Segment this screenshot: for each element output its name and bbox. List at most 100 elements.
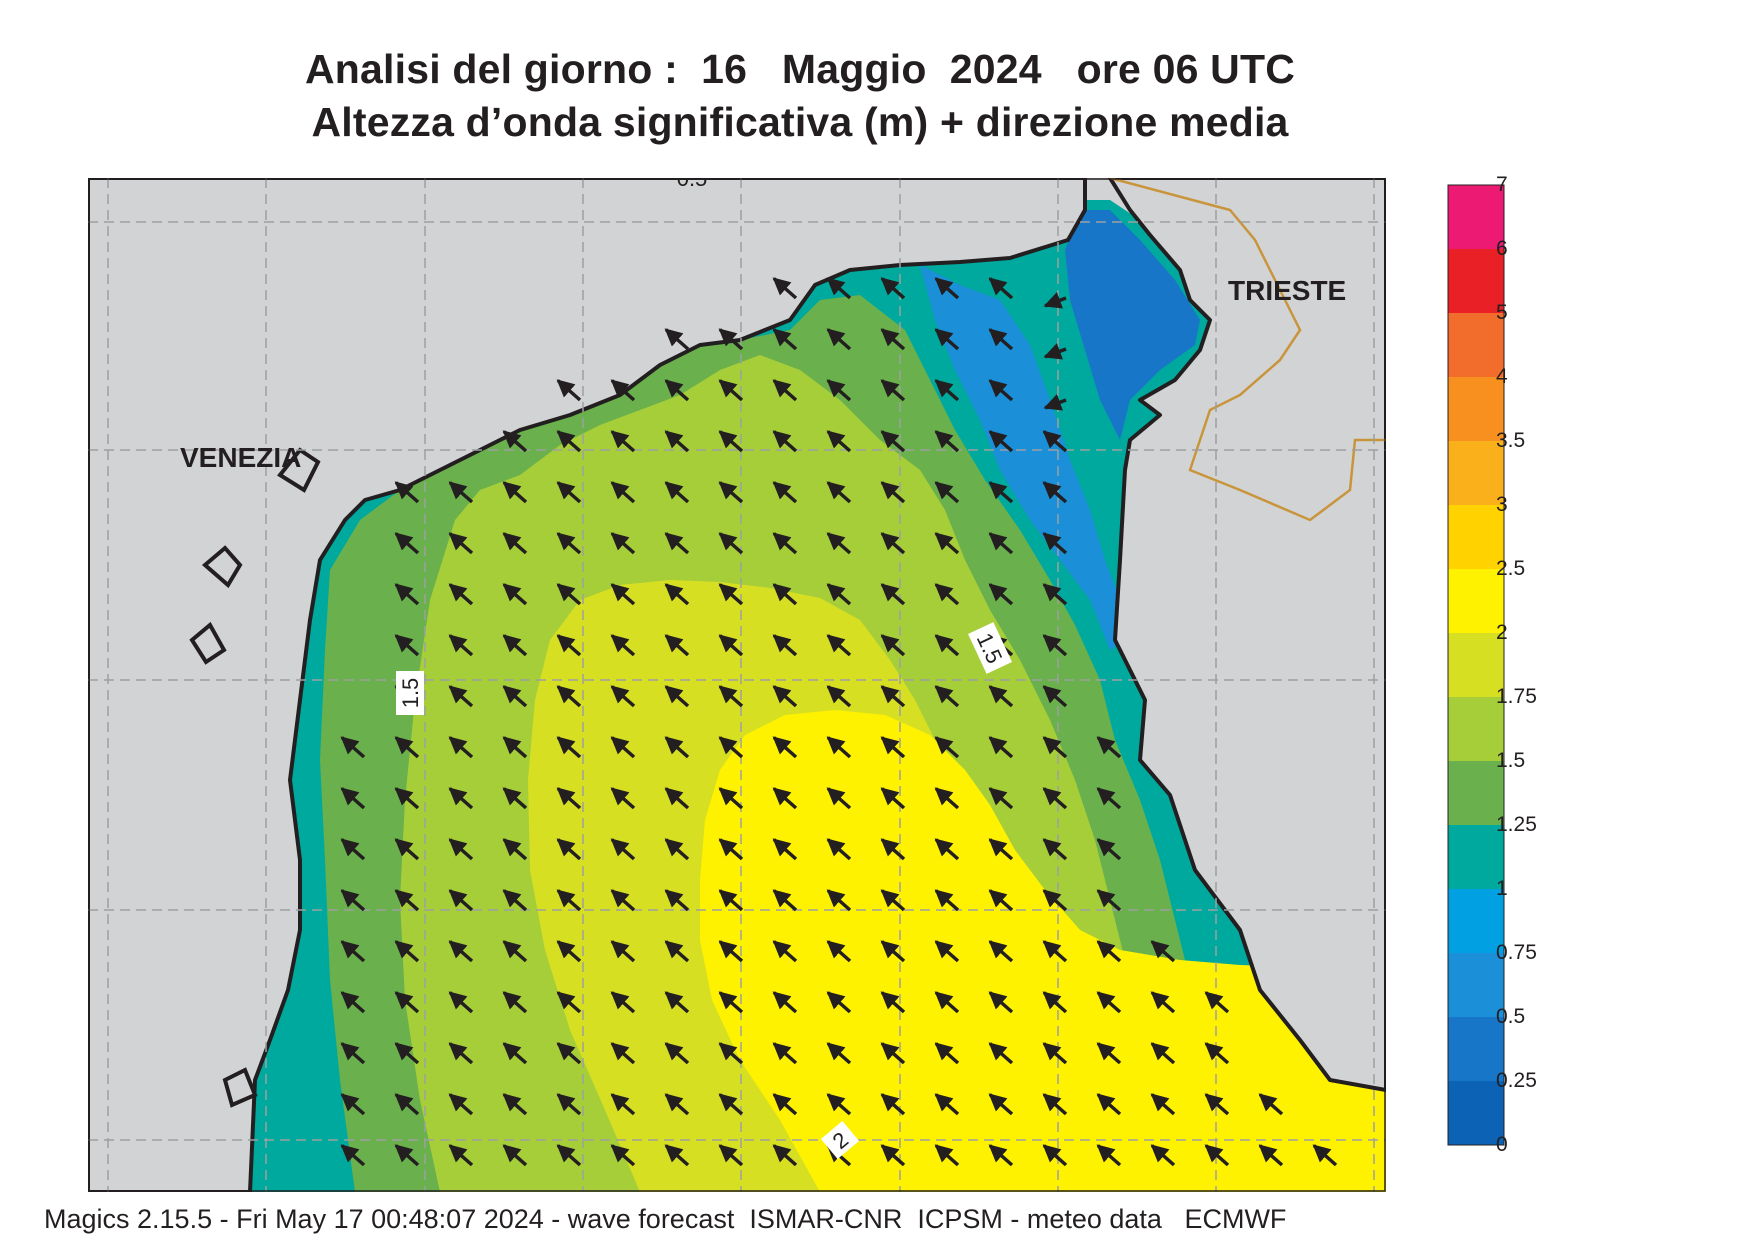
direction-arrow <box>880 787 906 810</box>
direction-arrow <box>988 736 1014 759</box>
direction-arrow <box>610 481 636 504</box>
direction-arrow <box>772 634 798 657</box>
direction-arrow <box>880 277 906 300</box>
direction-arrow <box>1042 1042 1068 1065</box>
contour-label-3: 2 <box>820 1121 860 1159</box>
direction-arrow <box>1096 1144 1122 1167</box>
direction-arrow <box>934 685 960 708</box>
direction-arrow <box>502 1093 528 1116</box>
direction-arrow <box>1042 532 1068 555</box>
direction-arrow <box>880 991 906 1014</box>
direction-arrow <box>826 481 852 504</box>
direction-arrow <box>988 991 1014 1014</box>
direction-arrow <box>556 379 582 402</box>
direction-arrow <box>502 838 528 861</box>
direction-arrow <box>826 838 852 861</box>
direction-arrow <box>934 430 960 453</box>
direction-arrow <box>502 583 528 606</box>
direction-arrow <box>934 481 960 504</box>
direction-arrow <box>826 991 852 1014</box>
direction-arrow <box>718 532 744 555</box>
direction-arrow <box>988 1144 1014 1167</box>
direction-arrow <box>1096 787 1122 810</box>
direction-arrow <box>610 583 636 606</box>
direction-arrow <box>826 328 852 351</box>
direction-arrow <box>664 379 690 402</box>
direction-arrow <box>718 991 744 1014</box>
direction-arrow <box>718 940 744 963</box>
contour-label-text: 1.5 <box>398 678 423 709</box>
lagoon-islands <box>189 447 321 1108</box>
direction-arrow <box>934 889 960 912</box>
direction-arrow <box>664 634 690 657</box>
direction-arrow <box>1042 991 1068 1014</box>
direction-arrow <box>1204 1042 1230 1065</box>
direction-arrow <box>826 889 852 912</box>
direction-arrow <box>556 1144 582 1167</box>
direction-arrow <box>1042 430 1068 453</box>
direction-arrow <box>502 532 528 555</box>
direction-arrow <box>934 991 960 1014</box>
direction-arrow <box>1042 787 1068 810</box>
direction-arrow <box>934 838 960 861</box>
direction-arrow <box>556 481 582 504</box>
direction-arrow <box>1042 583 1068 606</box>
direction-arrow <box>826 634 852 657</box>
direction-arrow <box>1042 1093 1068 1116</box>
legend-label: 4 <box>1496 365 1508 388</box>
legend-swatch <box>1448 761 1504 826</box>
contour-label-1: 1.5 <box>396 671 424 715</box>
direction-arrow <box>772 328 798 351</box>
direction-arrow <box>1042 481 1068 504</box>
legend-label: 0 <box>1496 1133 1508 1156</box>
direction-arrow <box>394 634 420 657</box>
direction-arrow <box>610 532 636 555</box>
direction-arrow <box>610 685 636 708</box>
direction-arrow <box>502 481 528 504</box>
direction-arrow <box>772 430 798 453</box>
direction-arrow <box>718 685 744 708</box>
legend-label: 1.75 <box>1496 685 1537 708</box>
legend-label: 1.25 <box>1496 813 1537 836</box>
map-title: Analisi del giorno : 16 Maggio 2024 ore … <box>304 46 1296 92</box>
direction-arrow <box>988 1042 1014 1065</box>
direction-arrow <box>502 1144 528 1167</box>
direction-arrow <box>556 838 582 861</box>
direction-arrow <box>934 1042 960 1065</box>
direction-arrow <box>988 481 1014 504</box>
direction-arrow <box>772 1093 798 1116</box>
direction-arrow <box>610 838 636 861</box>
direction-arrow <box>502 634 528 657</box>
direction-arrow <box>934 736 960 759</box>
legend-swatch <box>1448 313 1504 378</box>
direction-arrow <box>394 1042 420 1065</box>
direction-arrow <box>1043 394 1067 411</box>
direction-arrow <box>340 940 366 963</box>
direction-arrow <box>556 940 582 963</box>
direction-arrow <box>772 991 798 1014</box>
direction-arrow <box>394 736 420 759</box>
direction-arrow <box>610 1042 636 1065</box>
direction-arrow <box>772 583 798 606</box>
direction-arrow <box>448 634 474 657</box>
legend-swatch <box>1448 505 1504 570</box>
direction-arrow <box>826 583 852 606</box>
direction-arrow <box>610 736 636 759</box>
legend-swatch <box>1448 185 1504 250</box>
direction-arrow <box>934 940 960 963</box>
direction-arrow <box>1042 889 1068 912</box>
direction-arrow <box>880 328 906 351</box>
direction-arrow <box>988 838 1014 861</box>
direction-arrow <box>988 583 1014 606</box>
direction-arrow <box>664 838 690 861</box>
direction-arrow <box>556 430 582 453</box>
direction-arrow <box>394 940 420 963</box>
direction-arrow <box>718 1093 744 1116</box>
direction-arrow <box>556 991 582 1014</box>
direction-arrow <box>340 1042 366 1065</box>
direction-arrow <box>502 787 528 810</box>
direction-arrow <box>664 787 690 810</box>
direction-arrow <box>664 940 690 963</box>
city-label-venezia: VENEZIA <box>180 442 301 473</box>
direction-arrow <box>1096 1042 1122 1065</box>
